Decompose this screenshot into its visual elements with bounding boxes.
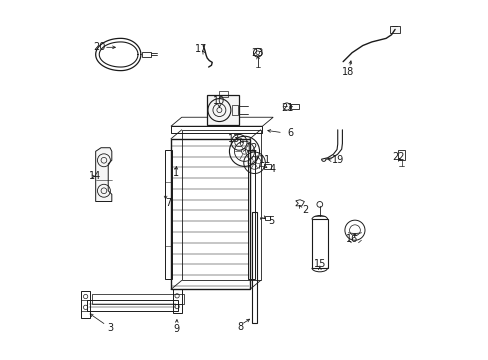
Bar (219, 91, 228, 96)
Bar (264, 216, 270, 220)
Text: 21: 21 (281, 103, 293, 113)
Bar (172, 289, 182, 313)
Bar (171, 139, 249, 289)
Text: 3: 3 (107, 323, 113, 333)
Bar (231, 105, 238, 116)
Bar (142, 51, 151, 57)
Bar (264, 163, 271, 168)
Text: 10: 10 (213, 96, 225, 106)
Text: 22: 22 (392, 152, 404, 162)
Text: 19: 19 (332, 155, 344, 165)
Text: 15: 15 (313, 259, 325, 269)
Bar (389, 26, 400, 33)
Text: 18: 18 (342, 67, 354, 77)
Text: 4: 4 (269, 164, 275, 174)
Bar (290, 104, 298, 109)
Text: 8: 8 (237, 322, 243, 332)
Bar (311, 220, 327, 268)
Text: 6: 6 (287, 129, 293, 138)
Text: 23: 23 (250, 48, 263, 58)
Bar (247, 149, 254, 279)
Bar (397, 150, 405, 160)
Text: 2: 2 (301, 206, 307, 216)
Bar (206, 95, 239, 125)
Text: 14: 14 (88, 171, 101, 181)
Text: 17: 17 (195, 44, 207, 54)
Bar (86, 300, 178, 311)
Bar (92, 294, 183, 305)
Text: 12: 12 (246, 143, 258, 153)
Text: 16: 16 (345, 234, 358, 244)
Text: 5: 5 (267, 216, 273, 226)
Text: 11: 11 (258, 155, 270, 165)
Polygon shape (96, 148, 112, 202)
Bar (182, 130, 260, 280)
Text: 9: 9 (173, 324, 179, 334)
Bar (251, 212, 257, 323)
Bar (81, 291, 90, 318)
Text: 20: 20 (93, 42, 105, 52)
Bar (164, 149, 171, 279)
Text: 13: 13 (227, 134, 239, 144)
Bar (171, 126, 262, 134)
Text: 7: 7 (165, 198, 171, 208)
Text: 1: 1 (173, 168, 179, 178)
